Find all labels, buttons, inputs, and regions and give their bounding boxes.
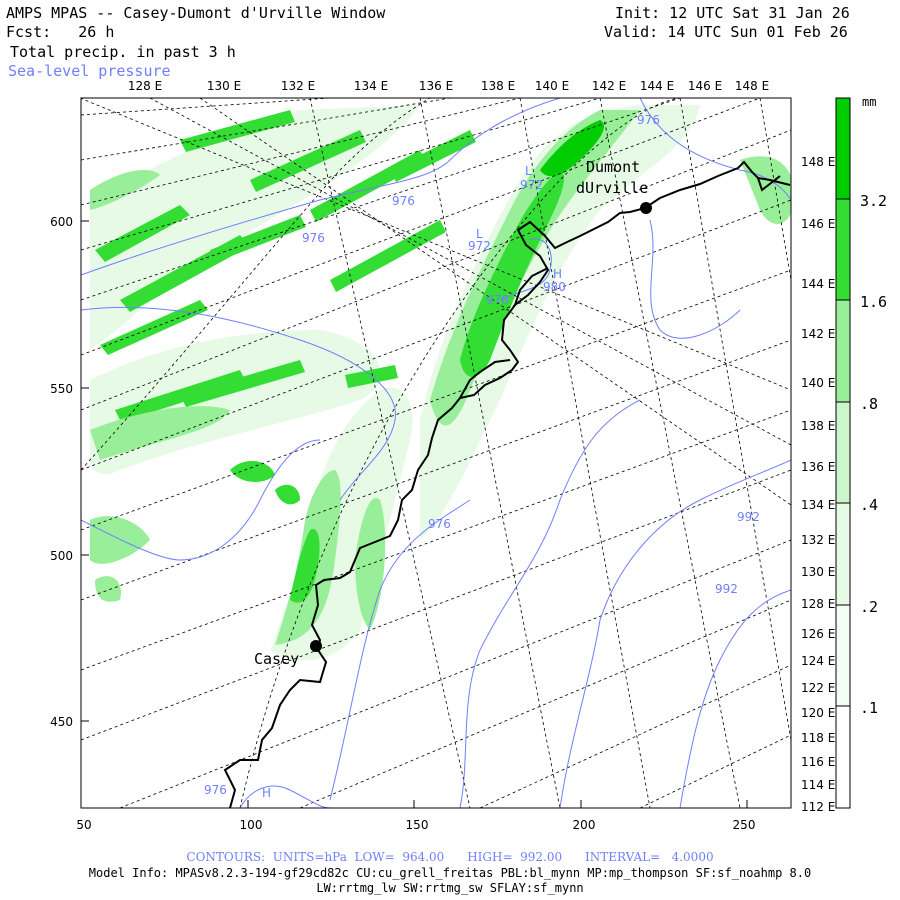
lon-label: 140 E (535, 79, 569, 93)
slp-center: H (262, 786, 271, 800)
colorbar-segment (836, 402, 850, 503)
slp-label: 972 (468, 239, 491, 253)
x-ticks (80, 800, 748, 808)
stations: Casey Dumont dUrville (254, 158, 652, 668)
y-tick-labels: 600 550 500 450 (50, 215, 73, 729)
colorbar-label: .2 (860, 598, 878, 616)
graticule (81, 98, 791, 808)
slp-center: H (553, 267, 562, 281)
y-tick-label: 500 (50, 549, 73, 563)
y-tick-label: 450 (50, 715, 73, 729)
colorbar-segment (836, 605, 850, 706)
colorbar-segment (836, 706, 850, 808)
x-tick-label: 50 (76, 818, 91, 832)
model-info-line2: LW:rrtmg_lw SW:rrtmg_sw SFLAY:sf_mynn (316, 881, 584, 895)
lon-label: 120 E (801, 706, 835, 720)
slp-label: 976 (392, 194, 415, 208)
x-tick-label: 250 (733, 818, 756, 832)
slp-label: 976 (428, 517, 451, 531)
colorbar-label: .1 (860, 699, 878, 717)
colorbar-label: 1.6 (860, 293, 887, 311)
lon-label: 118 E (801, 731, 835, 745)
coastline (223, 160, 791, 808)
overlay-name: Sea-level pressure (8, 62, 171, 80)
casey-station-marker (310, 640, 322, 652)
colorbar-label: 3.2 (860, 192, 887, 210)
field-name: Total precip. in past 3 h (10, 43, 236, 61)
plot-title: AMPS MPAS -- Casey-Dumont d'Urville Wind… (6, 4, 386, 22)
lon-label: 124 E (801, 654, 835, 668)
lon-label: 134 E (354, 79, 388, 93)
colorbar-label: .4 (860, 496, 878, 514)
colorbar-label: .8 (860, 395, 878, 413)
colorbar: mm 3.2 1.6 .8 .4 .2 .1 (835, 95, 887, 809)
lon-label: 148 E (801, 155, 835, 169)
dumont-label-line2: dUrville (576, 179, 648, 197)
slp-label: 980 (543, 280, 566, 294)
lon-label: 134 E (801, 498, 835, 512)
lon-label: 128 E (801, 597, 835, 611)
precip-shading (90, 105, 791, 661)
dumont-station-marker (640, 202, 652, 214)
casey-label: Casey (254, 650, 299, 668)
x-tick-label: 150 (406, 818, 429, 832)
slp-label: 976 (637, 113, 660, 127)
lon-label: 122 E (801, 681, 835, 695)
lon-label: 128 E (128, 79, 162, 93)
pressure-labels: 976 976 976 972 972 976 980 976 976 992 … (204, 113, 760, 800)
colorbar-segment (836, 98, 850, 199)
lon-labels-right: 148 E 146 E 144 E 142 E 140 E 138 E 136 … (801, 155, 835, 814)
y-tick-label: 600 (50, 215, 73, 229)
lon-label: 138 E (481, 79, 515, 93)
lon-label: 136 E (419, 79, 453, 93)
x-tick-labels: 50 100 150 200 250 (76, 818, 755, 832)
slp-label: 976 (204, 783, 227, 797)
colorbar-segment (836, 199, 850, 300)
colorbar-unit: mm (862, 95, 876, 109)
lon-label: 142 E (801, 327, 835, 341)
slp-center: L (476, 227, 483, 241)
lon-label: 146 E (801, 217, 835, 231)
x-tick-label: 100 (240, 818, 263, 832)
init-time: Init: 12 UTC Sat 31 Jan 26 (615, 4, 850, 22)
lon-label: 116 E (801, 755, 835, 769)
lon-label: 142 E (592, 79, 626, 93)
lon-label: 132 E (801, 533, 835, 547)
slp-label: 972 (520, 178, 543, 192)
slp-center: L (525, 164, 532, 178)
map-frame (80, 97, 792, 809)
lon-label: 148 E (735, 79, 769, 93)
lon-label: 144 E (640, 79, 674, 93)
lon-label: 146 E (688, 79, 722, 93)
lon-label: 140 E (801, 376, 835, 390)
lon-label: 130 E (801, 565, 835, 579)
lon-labels-top: 128 E 130 E 132 E 134 E 136 E 138 E 140 … (128, 79, 769, 93)
forecast-hour: Fcst: 26 h (6, 23, 115, 41)
y-tick-label: 550 (50, 382, 73, 396)
slp-label: 992 (737, 510, 760, 524)
lon-label: 114 E (801, 778, 835, 792)
map-contents: 976 976 976 972 972 976 980 976 976 992 … (81, 98, 791, 808)
lon-label: 136 E (801, 460, 835, 474)
lon-label: 138 E (801, 419, 835, 433)
lon-label: 126 E (801, 627, 835, 641)
x-tick-label: 200 (573, 818, 596, 832)
slp-label: 976 (486, 293, 509, 307)
valid-time: Valid: 14 UTC Sun 01 Feb 26 (604, 23, 848, 41)
lon-label: 130 E (207, 79, 241, 93)
colorbar-segment (836, 300, 850, 402)
lon-label: 144 E (801, 277, 835, 291)
slp-contours (81, 98, 791, 808)
dumont-label-line1: Dumont (586, 158, 640, 176)
model-info: Model Info: MPASv8.2.3-194-gf29cd82c CU:… (88, 866, 812, 880)
lon-label: 132 E (281, 79, 315, 93)
lon-label: 112 E (801, 800, 835, 814)
slp-label: 976 (302, 231, 325, 245)
contour-info: CONTOURS: UNITS=hPa LOW= 964.00 HIGH= 99… (186, 850, 714, 864)
colorbar-segment (836, 503, 850, 605)
y-ticks (81, 220, 89, 722)
slp-label: 992 (715, 582, 738, 596)
